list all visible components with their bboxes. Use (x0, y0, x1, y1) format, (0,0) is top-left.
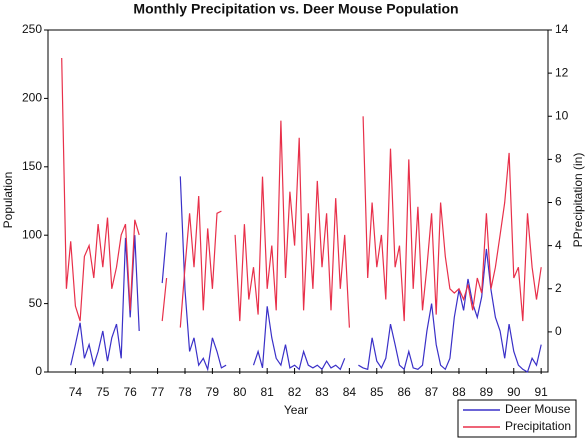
x-tick-label: 76 (124, 385, 138, 399)
y-tick-label: 200 (22, 91, 42, 105)
x-tick-label: 87 (425, 385, 439, 399)
x-tick-label: 80 (233, 385, 247, 399)
y-tick-label: 0 (35, 364, 42, 378)
x-tick-label: 81 (260, 385, 274, 399)
y2-tick-label: 8 (555, 152, 562, 166)
x-tick-label: 91 (534, 385, 548, 399)
y2-tick-label: 14 (555, 22, 569, 36)
y-tick-label: 250 (22, 22, 42, 36)
y2-tick-label: 4 (555, 238, 562, 252)
x-tick-label: 85 (370, 385, 384, 399)
plot-frame (47, 29, 549, 373)
x-tick-label: 74 (69, 385, 83, 399)
y2-tick-label: 0 (555, 324, 562, 338)
y2-axis-label: PPrecipitation (in) (571, 153, 585, 248)
x-tick-label: 82 (288, 385, 302, 399)
x-tick-label: 77 (151, 385, 165, 399)
legend-box (457, 399, 577, 438)
data-line (61, 57, 542, 328)
x-tick-label: 78 (178, 385, 192, 399)
x-tick-label: 83 (315, 385, 329, 399)
x-tick-label: 84 (343, 385, 357, 399)
legend-label: Deer Mouse (505, 402, 571, 416)
data-line (70, 176, 542, 373)
y2-tick-label: 12 (555, 65, 569, 79)
y-tick-label: 100 (22, 227, 42, 241)
y-axis-label: Population (1, 172, 15, 229)
x-tick-label: 89 (480, 385, 494, 399)
legend-label: Precipitation (505, 419, 571, 433)
x-tick-label: 79 (206, 385, 220, 399)
y2-tick-label: 10 (555, 108, 569, 122)
x-tick-label: 86 (397, 385, 411, 399)
x-tick-label: 88 (452, 385, 466, 399)
x-tick-label: 90 (507, 385, 521, 399)
y-tick-label: 50 (29, 296, 43, 310)
y-tick-label: 150 (22, 159, 42, 173)
chart-title: Monthly Precipitation vs. Deer Mouse Pop… (133, 1, 458, 17)
y2-tick-label: 2 (555, 281, 562, 295)
y2-tick-label: 6 (555, 195, 562, 209)
x-axis-label: Year (284, 403, 308, 417)
x-tick-label: 75 (96, 385, 110, 399)
